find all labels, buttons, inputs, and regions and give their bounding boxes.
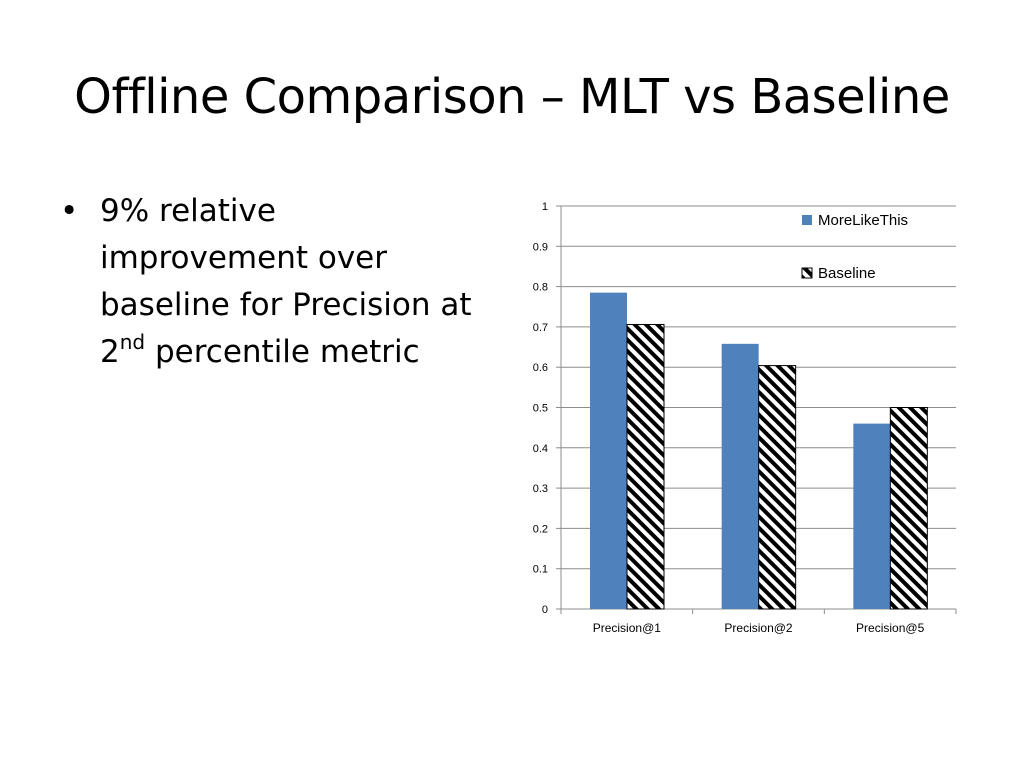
legend: MoreLikeThis Baseline	[801, 212, 908, 282]
y-tick-label: 1	[542, 201, 548, 213]
bar-chart: 0 0.1 0.2 0.3 0.4 0.5 0.6 0.7 0.8 0.9 1 Precision@1…	[533, 201, 957, 635]
bullet-line-3: baseline for Precision at	[100, 287, 472, 323]
legend-label: MoreLikeThis	[818, 212, 908, 229]
bar-morelikethis-precision-at-1	[590, 292, 627, 609]
y-tick-label: 0.4	[533, 443, 548, 455]
bullet-line-4: 2nd percentile metric	[100, 329, 500, 376]
x-category-label: Precision@1	[593, 621, 662, 635]
y-tick-label: 0.5	[533, 403, 548, 415]
x-category-label: Precision@2	[724, 621, 793, 635]
legend-swatch	[801, 267, 813, 279]
bar-morelikethis-precision-at-5	[853, 423, 891, 609]
y-tick-label: 0.9	[533, 241, 548, 253]
y-tick-label: 0.1	[533, 564, 548, 576]
y-tick-label: 0.3	[533, 483, 548, 495]
bullet-symbol: •	[60, 193, 79, 229]
bars	[590, 292, 928, 610]
bullet-line-4-superscript: nd	[119, 329, 146, 354]
axis-labels: 0 0.1 0.2 0.3 0.4 0.5 0.6 0.7 0.8 0.9 1 Precision@1…	[533, 201, 925, 635]
y-tick-label: 0.8	[533, 282, 548, 294]
y-tick-label: 0.2	[533, 523, 548, 535]
bar-baseline-precision-at-2	[758, 365, 797, 610]
x-category-label: Precision@5	[856, 621, 925, 635]
bar-morelikethis-precision-at-2	[721, 343, 759, 609]
bullet-line-2: improvement over	[100, 240, 387, 276]
y-tick-label: 0	[542, 604, 548, 616]
bullet-line-1: 9% relative	[100, 193, 276, 229]
legend-label: Baseline	[818, 265, 876, 282]
bar-baseline-precision-at-1	[626, 323, 665, 610]
slide-title: Offline Comparison – MLT vs Baseline	[74, 69, 950, 125]
legend-swatch	[802, 215, 812, 225]
y-tick-label: 0.6	[533, 362, 548, 374]
bar-baseline-precision-at-5	[889, 407, 928, 610]
bullet-line-4-rest: percentile metric	[145, 334, 420, 370]
bullet-text: 9% relative improvement over baseline fo…	[100, 188, 500, 376]
y-tick-label: 0.7	[533, 322, 548, 334]
bullet-line-4-number: 2	[100, 334, 120, 370]
